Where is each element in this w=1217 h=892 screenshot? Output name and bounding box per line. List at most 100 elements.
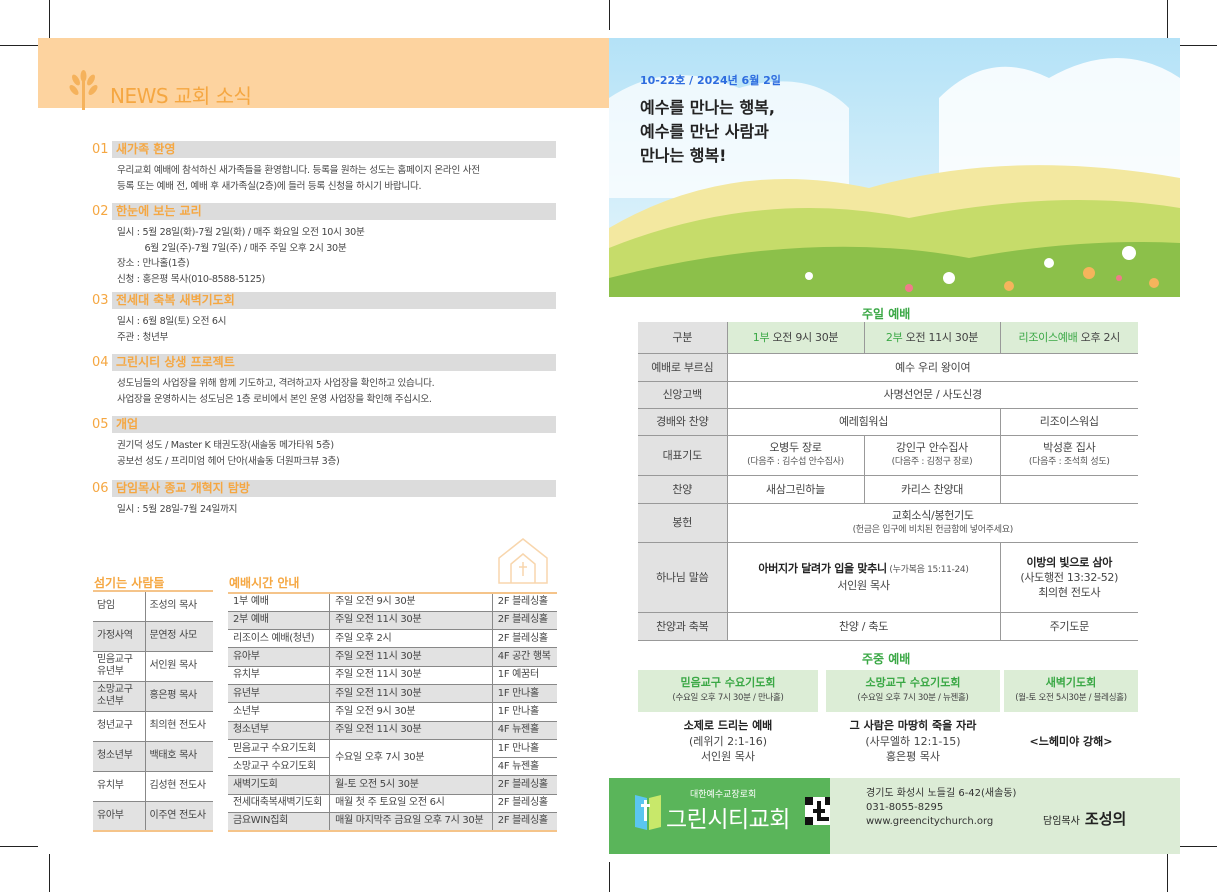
sermon-title: 아버지가 달려가 입을 맞추니: [758, 562, 887, 575]
staff-name: 김성현 전도사: [145, 771, 213, 802]
staff-name: 최의현 전도사: [145, 711, 213, 742]
crop-mark: [1167, 854, 1168, 892]
staff-row: 가정사역 문연정 사모: [93, 621, 213, 652]
denomination: 대한예수교장로회: [690, 790, 757, 800]
staff-row: 유치부 김성현 전도사: [93, 771, 213, 802]
section-number: 04: [92, 355, 109, 370]
department: 담임: [93, 591, 146, 622]
section-title: 그린시티 상생 프로젝트: [112, 354, 556, 371]
next-week: (다음주 : 조석희 성도): [1028, 457, 1110, 467]
value: 주기도문: [999, 612, 1138, 641]
weekday-sermon: 소제로 드리는 예배 (레위기 2:1-16) 서인원 목사: [638, 718, 818, 765]
location: 2F 블레싱홀: [491, 611, 557, 631]
time: 주일 오전 11시 30분: [329, 647, 493, 667]
qr-code-icon: [805, 797, 833, 825]
value: 교회소식/봉헌기도: [891, 508, 974, 522]
label: 하나님 말씀: [638, 542, 727, 613]
service-when: (월-토 오전 5시30분 / 블레싱홀): [1015, 693, 1127, 703]
preacher: 서인원 목사: [700, 750, 756, 763]
section-number: 05: [92, 417, 109, 432]
website-link[interactable]: www.greencitychurch.org: [866, 816, 994, 827]
preacher: 홍은평 목사: [885, 750, 941, 763]
preacher: 최의현 전도사: [1038, 585, 1101, 599]
prayer-leader: 오병두 장로: [769, 441, 822, 454]
time: 주일 오전 11시 30분: [329, 684, 493, 704]
service: 유아부: [228, 647, 330, 667]
staff-row: 유아부 이주연 전도사: [93, 801, 213, 832]
section-number: 03: [92, 293, 109, 308]
section-number: 02: [92, 204, 109, 219]
time: 주일 오전 11시 30분: [329, 666, 493, 685]
scripture: (레위기 2:1-16): [688, 734, 768, 748]
cover-headline: 예수를 만나는 행복, 예수를 만난 사람과 만나는 행복!: [640, 98, 775, 165]
preacher: 서인원 목사: [837, 579, 890, 592]
service: 유년부: [228, 684, 330, 704]
value: 사명선언문 / 사도신경: [726, 381, 1138, 409]
location: 4F 공간 행복: [491, 647, 557, 667]
sermon-title: 소제로 드리는 예배: [683, 719, 773, 732]
times-title: 예배시간 안내: [229, 576, 300, 590]
time: 수요일 오후 7시 30분: [329, 739, 493, 777]
staff-row: 소망교구 소년부 홍은평 목사: [93, 681, 213, 712]
time: 매월 첫 주 토요일 오전 6시: [329, 794, 493, 814]
weekday-service-header: 믿음교구 수요기도회 (수요일 오후 7시 30분 / 만나홀): [638, 670, 818, 712]
church-icon: [498, 538, 548, 584]
time: 주일 오전 9시 30분: [329, 702, 493, 722]
phone: 031-8055-8295: [866, 802, 944, 813]
wheat-icon: [69, 70, 98, 110]
times-row: 믿음교구 수요기도회 수요일 오후 7시 30분 1F 만나홀: [228, 739, 557, 777]
service: 1부 예배: [228, 593, 330, 612]
section-title: 전세대 축복 새벽기도회: [112, 292, 556, 309]
crop-mark: [49, 0, 50, 38]
value: 새삼그린하늘: [726, 475, 864, 504]
church-name: 그린시티교회: [666, 807, 790, 833]
scripture: (누가복음 15:11-24): [886, 565, 969, 575]
address: 경기도 화성시 노들길 6-42(새솔동): [866, 788, 1017, 799]
service-name: 새벽기도회: [1045, 676, 1097, 689]
location: 2F 블레싱홀: [491, 794, 557, 814]
value: 예레힘워십: [726, 408, 1000, 436]
department: 청년교구: [93, 711, 146, 742]
next-week: (다음주 : 김수섭 안수집사): [747, 457, 844, 467]
service-name: 믿음교구 수요기도회: [680, 676, 776, 689]
church-logo-icon: [635, 795, 661, 830]
location: 1F 만나홀: [491, 739, 557, 759]
time: 월-토 오전 5시 30분: [329, 775, 493, 795]
crop-mark: [609, 0, 610, 30]
label: 예배로 부르심: [638, 353, 727, 382]
service-when: (수요일 오후 7시 30분 / 만나홀): [672, 693, 784, 703]
staff-name: 이주연 전도사: [145, 801, 213, 832]
section-number: 06: [92, 481, 109, 496]
cover-illustration: [609, 38, 1180, 297]
department: 청소년부: [93, 741, 146, 772]
label: 구분: [638, 322, 727, 354]
crop-mark: [1167, 0, 1168, 38]
times-row: 소년부 주일 오전 9시 30분 1F 만나홀: [228, 702, 557, 722]
scripture: (사무엘하 12:1-15): [865, 734, 961, 748]
value: 예수 우리 왕이여: [726, 353, 1138, 382]
service: 유치부: [228, 666, 330, 685]
label: 대표기도: [638, 435, 727, 476]
section-body: 우리교회 예배에 참석하신 새가족들을 환영합니다. 등록을 원하는 성도는 홈…: [117, 165, 480, 192]
weekday-service-header: 새벽기도회 (월-토 오전 5시30분 / 블레싱홀): [1004, 670, 1138, 712]
section-body: 일시 : 6월 8일(토) 오전 6시 주관 : 청년부: [117, 316, 227, 343]
service: 리조이스 예배(청년): [228, 629, 330, 649]
location: 2F 블레싱홀: [491, 593, 557, 612]
crop-mark: [609, 862, 610, 892]
crop-mark: [0, 45, 38, 46]
label: 경배와 찬양: [638, 408, 727, 436]
label: 찬양: [638, 475, 727, 504]
worship-times-table: 1부 예배 주일 오전 9시 30분 2F 블레싱홀 2부 예배 주일 오전 11시 3…: [228, 592, 557, 832]
value: 찬양 / 축도: [726, 612, 1000, 641]
footer-info: [830, 778, 1180, 854]
location: 1F 만나홀: [491, 684, 557, 704]
label: 신앙고백: [638, 381, 727, 409]
service: 청소년부: [228, 721, 330, 740]
times-row: 리조이스 예배(청년) 주일 오후 2시 2F 블레싱홀: [228, 629, 557, 649]
section-body: 성도님들의 사업장을 위해 함께 기도하고, 격려하고자 사업장을 확인하고 있…: [117, 378, 435, 405]
staff-name: 서인원 목사: [145, 651, 213, 682]
weekday-sermon: 그 사람은 마땅히 죽을 자라 (사무엘하 12:1-15) 홍은평 목사: [826, 718, 1000, 765]
section-body: 일시 : 5월 28일-7월 24일까지: [117, 504, 238, 515]
note: (헌금은 입구에 비치된 헌금함에 넣어주세요): [852, 524, 1014, 535]
service: 소년부: [228, 702, 330, 722]
